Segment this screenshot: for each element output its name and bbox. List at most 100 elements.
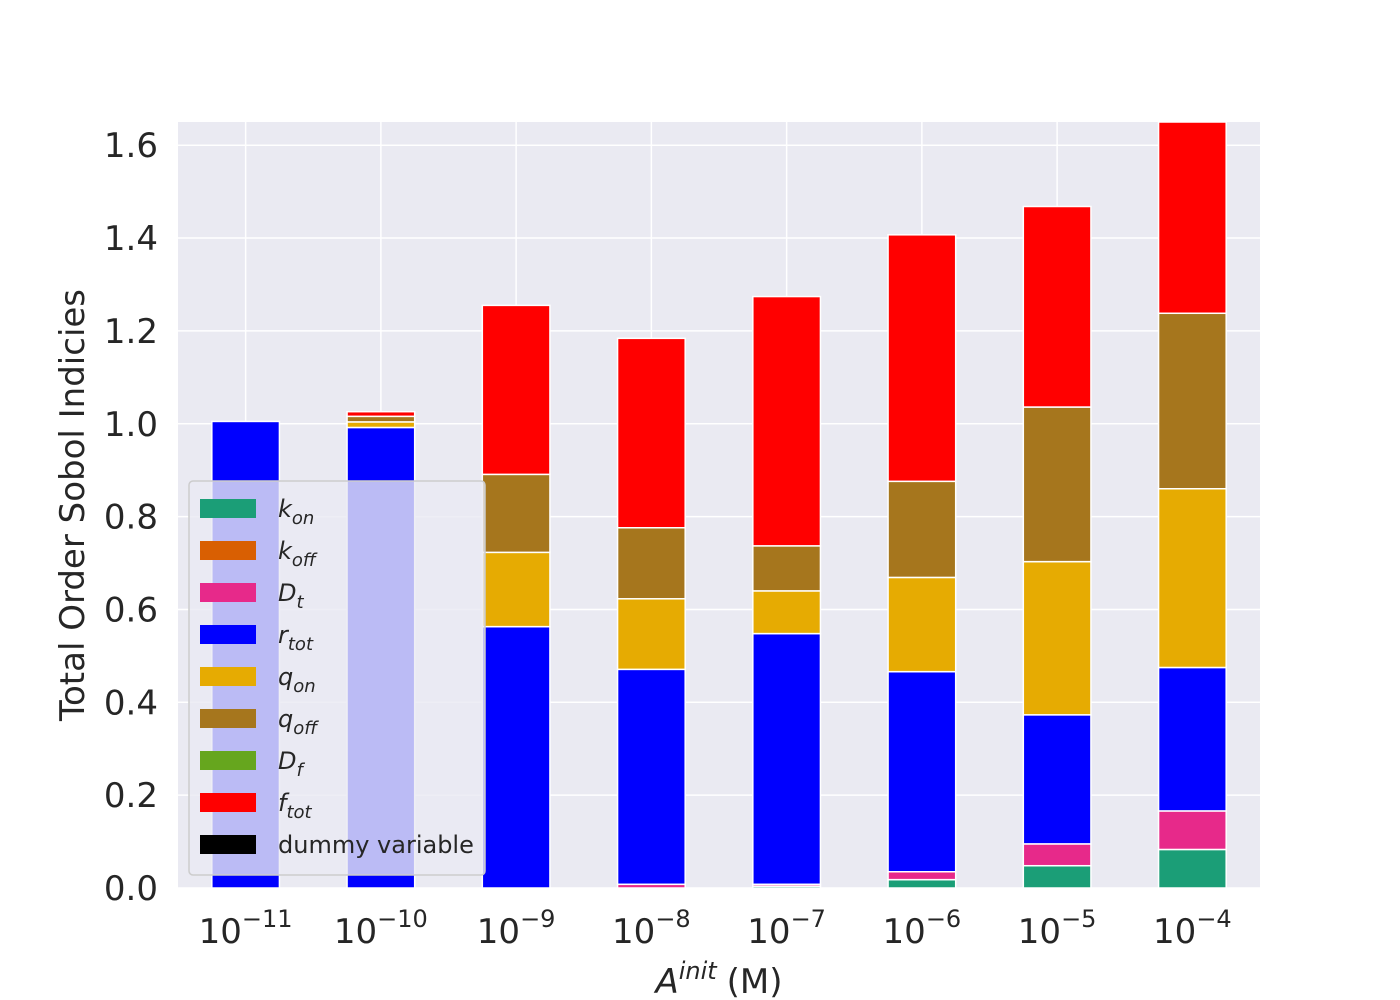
x-tick-exponent: −11 <box>242 905 293 933</box>
legend-label: qon <box>278 663 316 697</box>
x-axis-label-base: A <box>653 962 678 1000</box>
x-tick-labels: 10−11 10−10 10−9 10−8 10−7 10−6 10−5 10−4 <box>199 905 1232 952</box>
legend-label-main: k <box>278 495 293 523</box>
bar-segment <box>887 234 957 483</box>
legend-swatch <box>200 793 256 812</box>
legend-label-sub: off <box>293 718 319 739</box>
legend-swatch <box>200 709 256 728</box>
bar-segment <box>346 421 416 429</box>
x-tick-exponent: −8 <box>655 905 690 933</box>
x-tick-label: 10−11 <box>199 905 293 952</box>
x-tick-exponent: −7 <box>791 905 826 933</box>
legend-label-sub: tot <box>286 802 312 823</box>
legend-label: rtot <box>278 621 314 655</box>
bar-segment <box>887 670 957 873</box>
bar-segment <box>1022 406 1092 563</box>
legend-swatch <box>200 751 256 770</box>
x-tick-label: 10−8 <box>612 905 691 952</box>
legend-label-main: q <box>278 705 293 733</box>
y-tick-label: 0.6 <box>104 590 158 630</box>
bar-segment <box>1157 121 1227 315</box>
x-tick-base: 10 <box>199 912 242 952</box>
bar-segment <box>752 632 822 886</box>
legend-label-main: r <box>278 621 290 649</box>
x-tick-label: 10−9 <box>477 905 556 952</box>
bar-segment <box>752 590 822 635</box>
x-tick-base: 10 <box>1018 912 1061 952</box>
legend-label: Df <box>278 747 305 781</box>
bar-segment <box>481 625 551 889</box>
legend-label: koff <box>278 537 318 571</box>
bar-segment <box>887 878 957 889</box>
x-axis-label: Ainit (M) <box>653 957 782 1000</box>
bar-segment <box>1157 666 1227 812</box>
y-tick-label: 0.8 <box>104 498 158 538</box>
legend-label: qoff <box>278 705 319 739</box>
x-tick-exponent: −10 <box>377 905 428 933</box>
x-tick-base: 10 <box>1153 912 1196 952</box>
legend-label-sub: on <box>292 508 314 529</box>
bar-segment <box>616 526 686 600</box>
bar-segment <box>752 295 822 547</box>
x-axis-label-unit: (M) <box>727 962 783 1000</box>
bar-segment <box>1022 560 1092 716</box>
x-tick-base: 10 <box>612 912 655 952</box>
bar-segment <box>616 598 686 671</box>
bar-segment <box>481 473 551 554</box>
y-tick-label: 1.4 <box>104 219 158 259</box>
x-tick-label: 10−6 <box>883 905 962 952</box>
bar-segment <box>616 668 686 886</box>
bar-segment <box>616 337 686 529</box>
x-tick-label: 10−5 <box>1018 905 1097 952</box>
legend-label-main: k <box>278 537 293 565</box>
legend-swatch <box>200 583 256 602</box>
bar-segment <box>346 410 416 418</box>
bar-segment <box>1022 205 1092 408</box>
bar-segment <box>346 415 416 423</box>
bar-segment <box>1157 810 1227 851</box>
bar-segment <box>752 545 822 592</box>
x-tick-exponent: −5 <box>1061 905 1096 933</box>
bar-segment <box>887 480 957 579</box>
x-axis-label-superscript: init <box>679 957 719 985</box>
bar-segment <box>1157 312 1227 490</box>
legend-swatch <box>200 625 256 644</box>
legend-label-sub: tot <box>288 634 314 655</box>
y-tick-label: 0.4 <box>104 683 158 723</box>
bar-segment <box>481 304 551 476</box>
legend-label-main: D <box>278 747 296 775</box>
legend-label: Dt <box>278 579 304 613</box>
x-tick-label: 10−7 <box>747 905 826 952</box>
x-tick-base: 10 <box>883 912 926 952</box>
legend-box <box>188 480 486 876</box>
x-tick-base: 10 <box>477 912 520 952</box>
legend-label: ftot <box>278 789 313 823</box>
bar-segment <box>887 576 957 673</box>
legend-label-sub: off <box>292 550 318 571</box>
legend-swatch <box>200 541 256 560</box>
legend-swatch <box>200 499 256 518</box>
bar-segment <box>887 871 957 881</box>
bar-segment <box>1022 843 1092 867</box>
x-tick-exponent: −6 <box>926 905 961 933</box>
legend-swatch <box>200 667 256 686</box>
x-tick-exponent: −4 <box>1196 905 1231 933</box>
legend-label-main: D <box>278 579 296 607</box>
legend-label-sub: on <box>293 676 315 697</box>
legend-label: kon <box>278 495 314 529</box>
y-tick-label: 1.2 <box>104 312 158 352</box>
x-tick-base: 10 <box>334 912 377 952</box>
legend-label: dummy variable <box>278 831 474 859</box>
bar-segment <box>481 551 551 628</box>
bar-segment <box>1157 848 1227 889</box>
legend-label-sub: t <box>296 592 304 613</box>
y-tick-labels: 0.0 0.2 0.4 0.6 0.8 1.0 1.2 1.4 1.6 <box>104 126 158 909</box>
y-tick-label: 0.0 <box>104 869 158 909</box>
legend-label-sub: f <box>296 760 305 781</box>
legend-label-main: q <box>278 663 293 691</box>
bar-segment <box>1022 714 1092 845</box>
x-tick-exponent: −9 <box>520 905 555 933</box>
y-axis-label: Total Order Sobol Indicies <box>53 289 93 722</box>
